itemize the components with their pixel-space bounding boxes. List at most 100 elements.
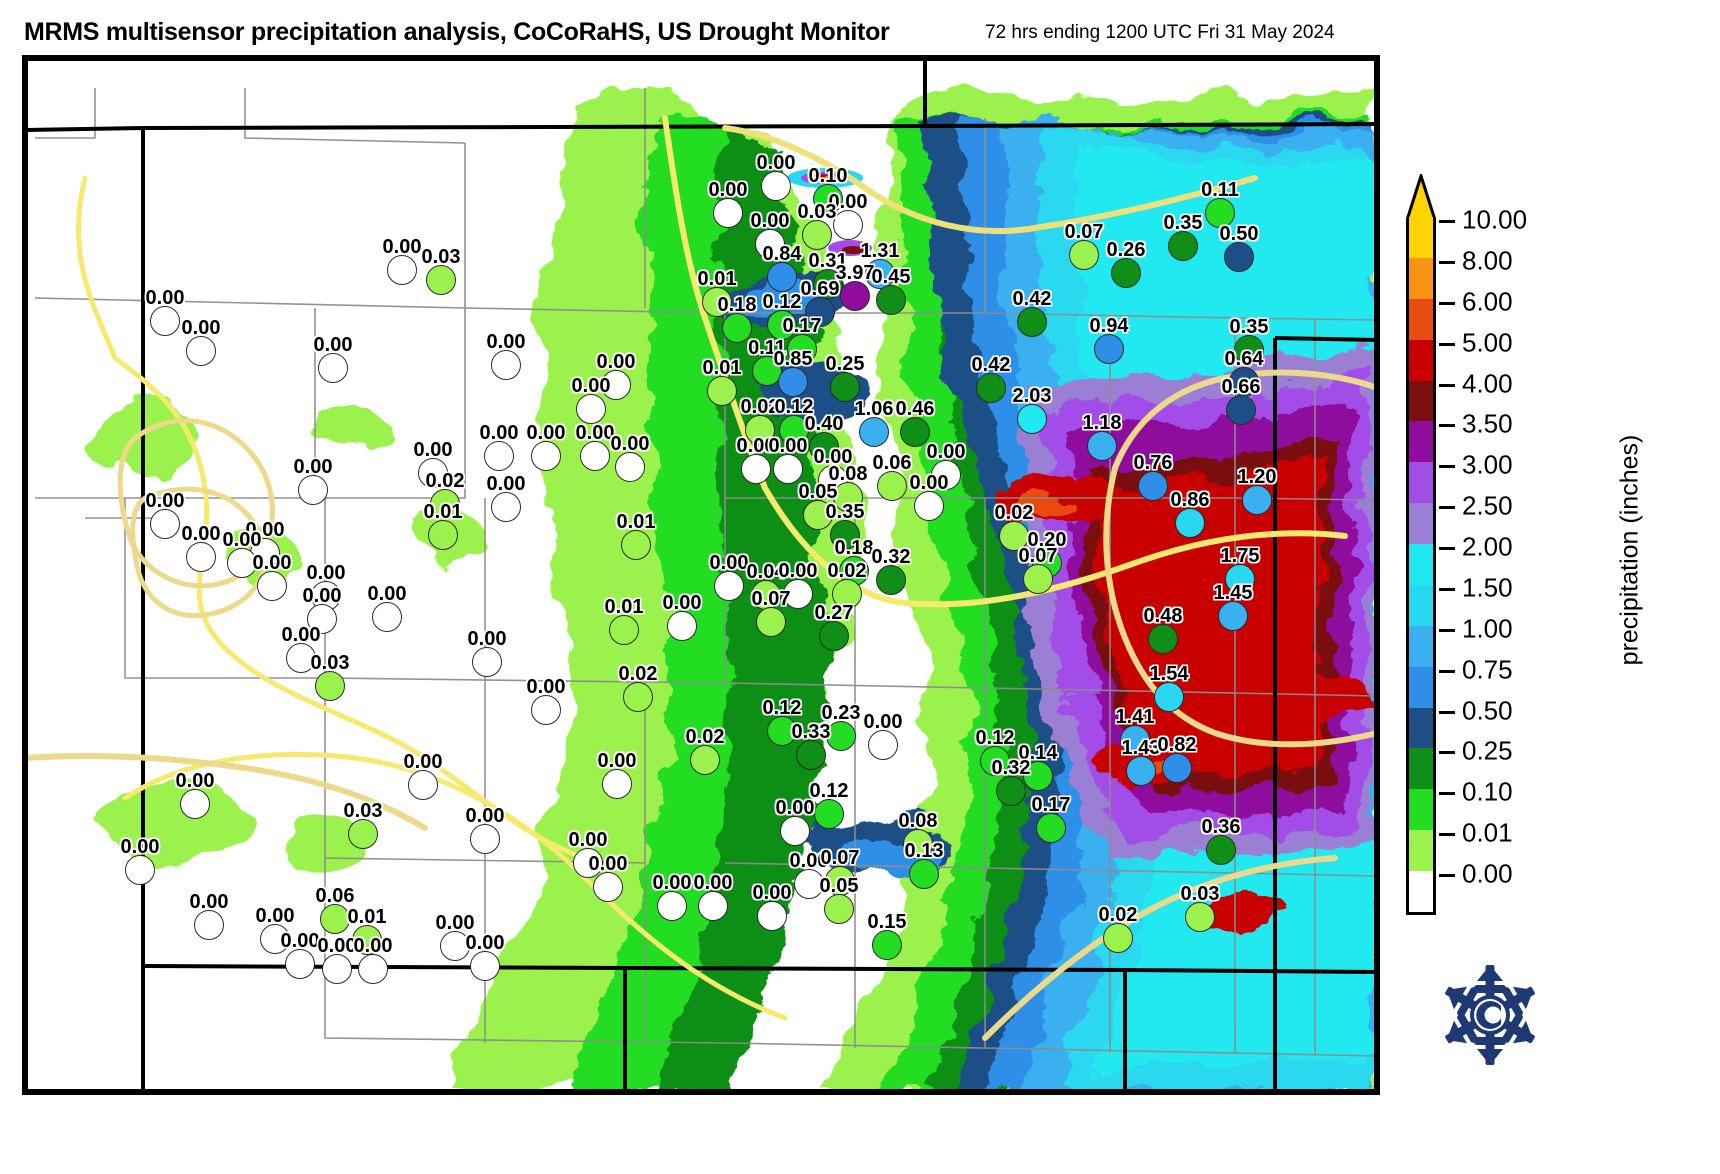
station-marker <box>980 746 1010 776</box>
station-marker <box>1017 404 1047 434</box>
colorbar-band <box>1409 544 1433 585</box>
station-value-label: 0.00 <box>775 797 815 819</box>
station-marker <box>440 931 470 961</box>
station-marker <box>1154 682 1184 712</box>
station-marker <box>601 370 631 400</box>
station-marker <box>996 776 1026 806</box>
station-marker <box>1148 624 1178 654</box>
station-marker <box>1162 753 1192 783</box>
station-value-label: 0.12 <box>975 727 1015 749</box>
colorbar-tick-label: 2.50 <box>1462 490 1513 521</box>
station-marker <box>1206 835 1236 865</box>
station-marker <box>757 901 787 931</box>
station-marker <box>802 220 832 250</box>
station-marker <box>914 491 944 521</box>
station-marker <box>1094 334 1124 364</box>
station-marker <box>257 571 287 601</box>
colorbar-band <box>1409 503 1433 545</box>
station-marker <box>623 682 653 712</box>
station-value-label: 0.00 <box>708 179 748 201</box>
station-value-label: 1.43 <box>1121 737 1161 759</box>
colorbar-gradient <box>1406 217 1436 915</box>
station-value-label: 0.31 <box>808 250 848 272</box>
colorbar-tick <box>1439 751 1455 755</box>
colorbar-tick-label: 0.10 <box>1462 776 1513 807</box>
station-value-label: 0.85 <box>773 348 813 370</box>
station-value-label: 0.00 <box>588 853 628 875</box>
station-marker <box>1087 431 1117 461</box>
station-marker <box>773 454 803 484</box>
station-marker <box>602 769 632 799</box>
station-marker <box>755 229 785 259</box>
station-value-label: 0.20 <box>1027 529 1067 551</box>
station-value-label: 0.01 <box>616 511 656 533</box>
station-value-label: 1.54 <box>1149 663 1189 685</box>
station-value-label: 0.00 <box>768 435 808 457</box>
station-value-label: 0.00 <box>403 751 443 773</box>
station-value-label: 0.69 <box>800 278 840 300</box>
station-value-label: 0.08 <box>828 463 868 485</box>
station-value-label: 0.00 <box>382 236 422 258</box>
station-value-label: 0.76 <box>1133 452 1173 474</box>
station-value-label: 0.01 <box>697 268 737 290</box>
colorbar-band <box>1409 257 1433 299</box>
station-marker <box>707 376 737 406</box>
cocorahs-snowflake-logo <box>1445 965 1535 1065</box>
station-marker <box>976 373 1006 403</box>
station-marker <box>779 415 809 445</box>
station-value-label: 0.00 <box>280 930 320 952</box>
colorbar-tick <box>1439 506 1455 510</box>
colorbar-tick <box>1439 301 1455 305</box>
station-marker <box>286 643 316 673</box>
station-marker <box>470 824 500 854</box>
colorbar-tick-label: 5.00 <box>1462 327 1513 358</box>
station-marker <box>621 530 651 560</box>
station-marker <box>1175 508 1205 538</box>
station-value-label: 0.35 <box>1229 316 1269 338</box>
station-value-label: 0.02 <box>994 502 1034 524</box>
colorbar-band <box>1409 584 1433 626</box>
station-value-label: 0.00 <box>479 422 519 444</box>
station-value-label: 0.82 <box>1157 734 1197 756</box>
station-marker <box>794 869 824 899</box>
station-marker <box>667 611 697 641</box>
station-value-label: 0.12 <box>762 291 802 313</box>
station-marker <box>909 859 939 889</box>
station-marker <box>576 394 606 424</box>
colorbar-tick-label: 1.00 <box>1462 613 1513 644</box>
station-marker <box>819 621 849 651</box>
station-value-label: 0.00 <box>435 912 475 934</box>
station-marker <box>1023 761 1053 791</box>
station-marker <box>741 454 771 484</box>
colorbar-tick <box>1439 220 1455 223</box>
map-panel[interactable]: 0.00 0.10 0.00 0.00 0.11 0.00 0.03 0.35 0.50 0.07… <box>22 55 1380 1095</box>
station-value-label: 0.00 <box>252 552 292 574</box>
station-marker <box>756 607 786 637</box>
station-value-label: 0.18 <box>717 294 757 316</box>
station-value-label: 0.02 <box>425 470 465 492</box>
colorbar-band <box>1409 339 1433 381</box>
station-marker <box>830 520 860 550</box>
station-value-label: 0.00 <box>909 472 949 494</box>
station-value-label: 0.27 <box>814 602 854 624</box>
station-value-label: 0.12 <box>809 780 849 802</box>
station-marker <box>615 452 645 482</box>
station-marker <box>767 262 797 292</box>
station-value-label: 0.00 <box>293 456 333 478</box>
station-value-label: 0.00 <box>596 351 636 373</box>
colorbar: 0.00 0.01 0.10 0.25 0.50 0.75 1.00 1.50 2.00 2.50… <box>1398 170 1720 930</box>
station-value-label: 0.00 <box>189 891 229 913</box>
colorbar-tick <box>1439 383 1455 387</box>
colorbar-band <box>1409 217 1433 258</box>
station-marker <box>150 509 180 539</box>
station-value-label: 0.23 <box>821 702 861 724</box>
station-value-label: 0.00 <box>610 433 650 455</box>
station-marker <box>840 281 870 311</box>
station-marker <box>426 265 456 295</box>
station-value-label: 0.00 <box>813 446 853 468</box>
colorbar-tick-label: 4.00 <box>1462 368 1513 399</box>
station-marker <box>227 548 257 578</box>
station-marker <box>387 255 417 285</box>
station-value-label: 0.00 <box>863 711 903 733</box>
